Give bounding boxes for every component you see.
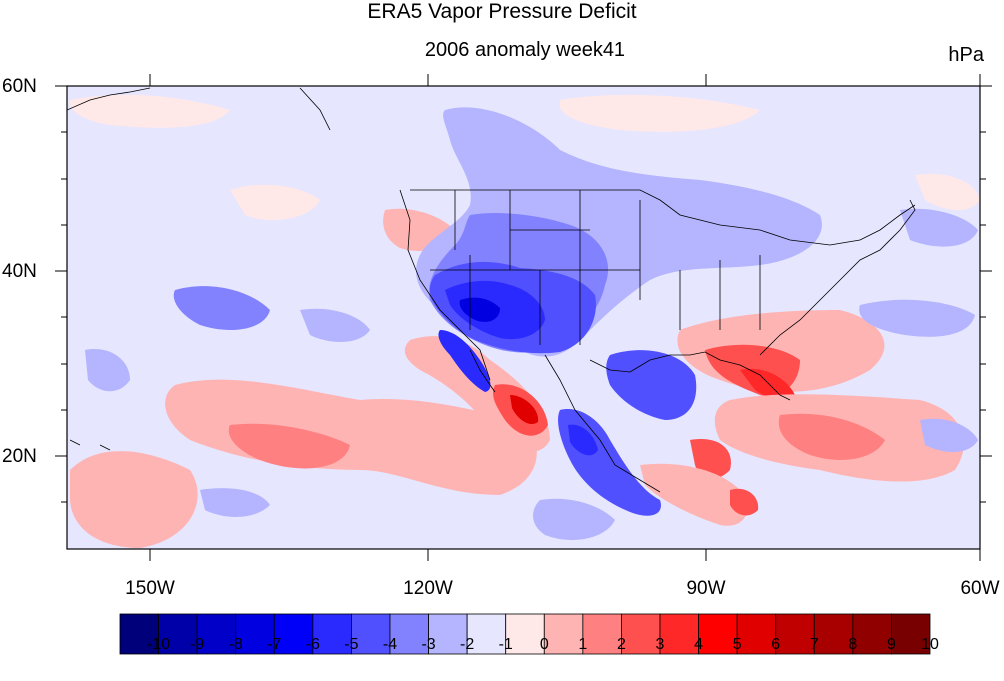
lon-label-150w: 150W: [125, 578, 175, 599]
colorbar-swatch: [196, 613, 237, 655]
lon-label-60w: 60W: [960, 578, 1000, 599]
colorbar-tick-label: -3: [421, 636, 436, 653]
colorbar-swatch: [543, 613, 584, 655]
colorbar-swatch: [736, 613, 777, 655]
map-title: ERA5 Vapor Pressure Deficit: [367, 0, 637, 23]
colorbar-tick-label: 5: [732, 636, 742, 653]
colorbar-tick-label: 0: [539, 636, 549, 653]
colorbar-tick-label: 6: [771, 636, 781, 653]
colorbar-swatch: [312, 613, 352, 655]
colorbar-tick-label: 2: [616, 636, 626, 653]
units-label: hPa: [948, 44, 984, 66]
axis-ticks: [55, 74, 992, 561]
lon-label-120w: 120W: [403, 578, 453, 599]
colorbar-tick-label: -5: [344, 636, 359, 653]
colorbar-swatch: [158, 613, 198, 655]
colorbar-tick-label: -10: [147, 636, 171, 653]
colorbar-tick-label: 7: [809, 636, 819, 653]
map-subtitle: 2006 anomaly week41: [424, 39, 626, 61]
colorbar-tick-label: -2: [460, 636, 475, 653]
lat-label-40n: 40N: [2, 261, 37, 282]
colorbar-swatch: [852, 613, 892, 655]
colorbar-swatch: [775, 613, 815, 655]
colorbar-swatch: [813, 613, 854, 655]
colorbar-tick-label: 1: [578, 636, 588, 653]
colorbar-tick-label: -7: [267, 636, 282, 653]
colorbar-swatch: [505, 613, 545, 655]
colorbar-swatch: [466, 613, 507, 655]
colorbar-swatch: [119, 613, 159, 655]
lat-label-20n: 20N: [2, 446, 37, 467]
colorbar-tick-label: -6: [305, 636, 320, 653]
colorbar-tick-label: -8: [228, 636, 243, 653]
colorbar-tick-label: 4: [694, 636, 704, 653]
colorbar-swatch: [659, 613, 699, 655]
anomaly-field: [69, 94, 980, 548]
colorbar-swatch: [273, 613, 314, 655]
coastlines: [67, 87, 916, 493]
colorbar-swatch: [698, 613, 738, 655]
colorbar-swatch: [351, 613, 391, 655]
colorbar-tick-label: 10: [921, 636, 939, 653]
colorbar-tick-label: -9: [190, 636, 205, 653]
colorbar-tick-label: -4: [382, 636, 398, 653]
colorbar-swatch: [389, 613, 429, 655]
colorbar-tick-label: 9: [886, 636, 896, 653]
lon-label-90w: 90W: [686, 578, 726, 599]
colorbar-swatch: [891, 613, 931, 655]
colorbar-swatch: [621, 613, 661, 655]
colorbar-swatch: [235, 613, 275, 655]
colorbar-tick-label: 3: [655, 636, 665, 653]
lat-label-60n: 60N: [2, 76, 37, 97]
colorbar-tick-label: -1: [498, 636, 513, 653]
colorbar-swatch: [582, 613, 622, 655]
colorbar-tick-label: 8: [848, 636, 858, 653]
